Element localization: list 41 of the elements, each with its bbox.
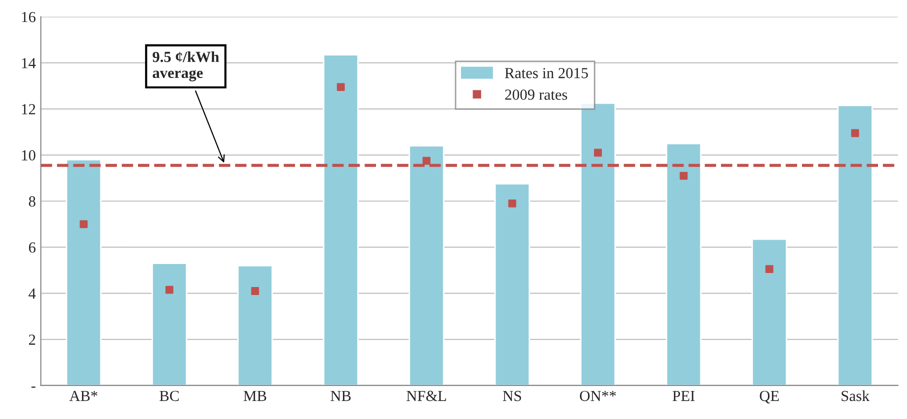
point — [422, 156, 430, 165]
x-tick-label: QE — [760, 390, 779, 404]
x-tick-label: PEI — [672, 390, 695, 401]
y-tick-label: 16 — [22, 12, 36, 22]
point — [508, 199, 516, 208]
y-tick-label: 8 — [28, 196, 36, 207]
point — [680, 172, 688, 180]
y-tick-label: 2 — [28, 334, 36, 345]
x-tick-label: NB — [330, 390, 351, 401]
legend-label: Rates in 2015 — [504, 68, 588, 78]
x-tick-label: BC — [160, 390, 179, 402]
bar — [322, 54, 359, 386]
x-tick-label: ON** — [580, 390, 616, 402]
x-tick-label: AB* — [69, 390, 98, 401]
x-tick-label: MB — [244, 390, 266, 401]
bar — [237, 264, 273, 386]
ref-line-label: 9.5 ¢/kWh average — [152, 51, 220, 82]
y-tick-label: 14 — [22, 58, 36, 68]
bar — [494, 183, 530, 386]
y-tick-label: 6 — [28, 242, 36, 253]
x-tick-label: NS — [502, 390, 522, 402]
y-tick-label: 12 — [22, 104, 36, 114]
y-tick-label: 4 — [28, 288, 36, 299]
bar — [666, 142, 702, 386]
point — [765, 265, 774, 274]
bar — [408, 145, 444, 386]
y-tick-label: - — [31, 386, 36, 388]
bar — [66, 158, 102, 386]
point — [594, 148, 602, 157]
bar — [152, 262, 188, 386]
legend-label: 2009 rates — [505, 90, 568, 100]
x-tick-label: Sask — [842, 390, 870, 402]
point — [851, 129, 860, 138]
point — [251, 287, 260, 295]
y-tick-label: 10 — [22, 150, 36, 160]
bar — [837, 104, 873, 386]
point — [80, 220, 88, 228]
point — [336, 83, 345, 91]
point — [165, 286, 174, 294]
x-tick-label: NF&L — [406, 390, 446, 402]
bar — [752, 238, 788, 386]
